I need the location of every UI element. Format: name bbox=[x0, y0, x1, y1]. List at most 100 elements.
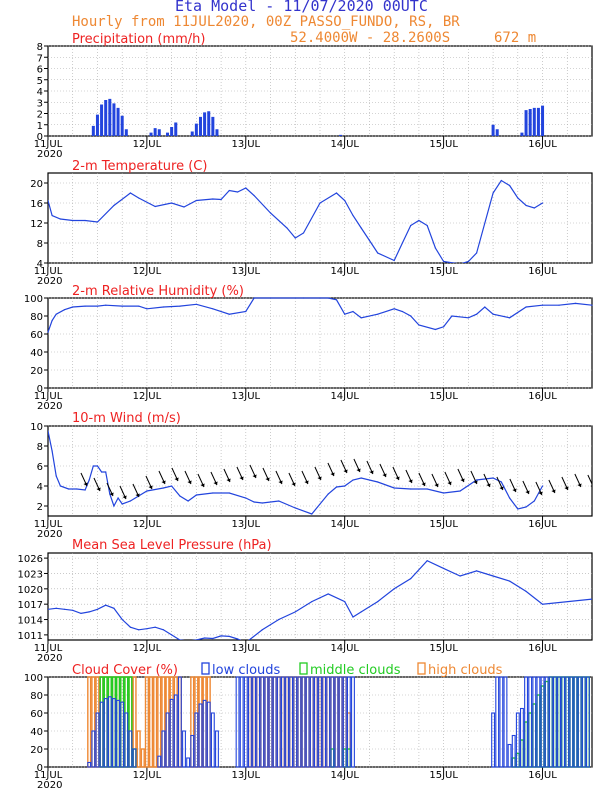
cloud-bar-low-clouds bbox=[264, 676, 269, 768]
rh-point bbox=[327, 297, 329, 299]
cloud-bar-low-clouds bbox=[99, 701, 104, 768]
pressure-point bbox=[261, 629, 263, 631]
rh-point bbox=[558, 304, 560, 306]
cloud-bar-low-clouds bbox=[338, 676, 343, 768]
station-coords: 52.4000W - 28.2600S bbox=[290, 30, 450, 46]
wind-point bbox=[84, 489, 86, 491]
wind-arrowhead bbox=[174, 477, 179, 481]
rh-point bbox=[55, 313, 57, 315]
rh-point bbox=[352, 310, 354, 313]
cloud-bar-high-clouds bbox=[144, 676, 150, 768]
clouds-ytick-label: 60 bbox=[30, 709, 43, 720]
pressure-point bbox=[344, 601, 346, 603]
precip-bar bbox=[520, 132, 524, 136]
rh-ytick-label: 60 bbox=[30, 330, 43, 341]
temp-xtick-label: 13JUL bbox=[232, 266, 261, 277]
precip-xtick-label: 16JUL bbox=[528, 139, 557, 150]
temp-point bbox=[517, 197, 519, 199]
temp-point bbox=[286, 227, 288, 229]
clouds-ytick-label: 80 bbox=[30, 691, 43, 702]
precip-bar bbox=[491, 124, 495, 136]
rh-point bbox=[245, 310, 247, 313]
pressure-xtick-label: 13JUL bbox=[232, 643, 261, 654]
rh-point bbox=[335, 299, 338, 301]
wind-point bbox=[117, 497, 119, 499]
clouds-title: Cloud Cover (%) bbox=[72, 663, 178, 678]
rh-xtick-label: 12JUL bbox=[133, 391, 162, 402]
wind-arrowhead bbox=[369, 470, 374, 474]
cloud-bar-low-clouds bbox=[585, 676, 590, 768]
pressure-point bbox=[525, 590, 527, 592]
cloud-bar-low-clouds bbox=[103, 698, 108, 768]
temp-ytick-label: 16 bbox=[30, 199, 43, 210]
temp-point bbox=[541, 202, 544, 204]
precip-bar bbox=[104, 100, 108, 136]
temp-point bbox=[401, 242, 404, 244]
wind-arrowhead bbox=[200, 483, 205, 487]
rh-point bbox=[63, 309, 66, 311]
wind-arrowhead bbox=[551, 489, 556, 493]
cloud-bar-low-clouds bbox=[507, 743, 512, 768]
precip-bar bbox=[108, 98, 112, 136]
rh-point bbox=[418, 324, 420, 326]
wind-arrowhead bbox=[447, 481, 452, 485]
cloud-bar-low-clouds bbox=[157, 755, 162, 768]
pressure-ytick-label: 1023 bbox=[18, 569, 43, 580]
pressure-point bbox=[121, 618, 123, 621]
cloud-bar-low-clouds bbox=[569, 676, 574, 768]
temp-point bbox=[48, 199, 49, 202]
precip-ytick-label: 0 bbox=[37, 132, 43, 143]
rh-ytick-label: 0 bbox=[37, 384, 43, 395]
cloud-bar-low-clouds bbox=[561, 676, 566, 768]
precip-bar bbox=[124, 129, 128, 136]
cloud-bar-low-clouds bbox=[95, 712, 100, 768]
cloud-bar-low-clouds bbox=[239, 676, 244, 768]
cloud-bar-high-clouds bbox=[148, 676, 154, 768]
pressure-point bbox=[113, 607, 115, 609]
cloud-bar-low-clouds bbox=[499, 676, 504, 768]
pressure-xtick-label: 15JUL bbox=[429, 643, 458, 654]
rh-point bbox=[84, 305, 86, 307]
rh-point bbox=[451, 315, 453, 317]
pressure-point bbox=[63, 608, 66, 610]
wind-arrowhead bbox=[499, 486, 504, 490]
temp-point bbox=[476, 252, 478, 254]
wind-arrowhead bbox=[304, 480, 309, 484]
precip-title: Precipitation (mm/h) bbox=[72, 32, 205, 47]
pressure-point bbox=[426, 560, 428, 562]
pressure-plot bbox=[48, 559, 592, 640]
temp-point bbox=[72, 219, 74, 222]
pressure-point bbox=[96, 608, 99, 610]
wind-point bbox=[261, 502, 263, 504]
clouds-legend-label: high clouds bbox=[428, 663, 503, 678]
cloud-bar-low-clouds bbox=[120, 701, 125, 768]
pressure-point bbox=[294, 611, 296, 613]
clouds-xtick-label: 16JUL bbox=[528, 770, 557, 781]
rh-ytick-label: 100 bbox=[24, 294, 43, 305]
cloud-bar-low-clouds bbox=[260, 676, 265, 768]
rh-point bbox=[360, 317, 362, 319]
clouds-legend-label: low clouds bbox=[212, 663, 281, 678]
wind-arrowhead bbox=[161, 480, 166, 484]
cloud-bar-low-clouds bbox=[552, 676, 557, 768]
temp-point bbox=[377, 252, 379, 254]
cloud-bar-low-clouds bbox=[87, 761, 92, 768]
pressure-point bbox=[352, 616, 354, 618]
temp-point bbox=[183, 206, 185, 208]
pressure-point bbox=[154, 626, 156, 628]
wind-point bbox=[335, 486, 338, 488]
wind-point bbox=[121, 503, 123, 505]
temp-point bbox=[443, 260, 445, 263]
temp-point bbox=[236, 191, 239, 193]
rh-point bbox=[591, 304, 593, 306]
rh-point bbox=[476, 313, 478, 315]
precip-xtick-label: 13JUL bbox=[232, 139, 261, 150]
temp-point bbox=[344, 199, 346, 202]
cloud-bar-low-clouds bbox=[495, 676, 500, 768]
clouds-legend-swatch bbox=[417, 662, 426, 675]
pressure-point bbox=[541, 603, 544, 605]
pressure-point bbox=[129, 626, 132, 628]
wind-arrowhead bbox=[252, 474, 257, 478]
cloud-bar-low-clouds bbox=[289, 676, 294, 768]
